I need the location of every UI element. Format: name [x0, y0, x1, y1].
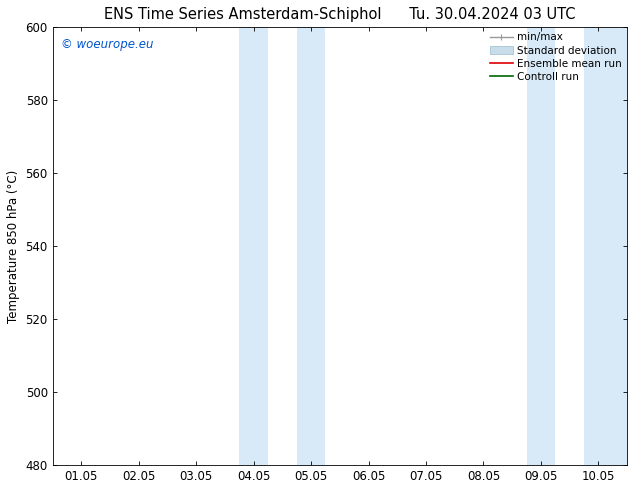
Bar	[584, 27, 627, 465]
Title: ENS Time Series Amsterdam-Schiphol      Tu. 30.04.2024 03 UTC: ENS Time Series Amsterdam-Schiphol Tu. 3…	[104, 7, 576, 22]
Bar	[526, 27, 555, 465]
Y-axis label: Temperature 850 hPa (°C): Temperature 850 hPa (°C)	[7, 170, 20, 323]
Text: © woeurope.eu: © woeurope.eu	[61, 38, 153, 51]
Bar	[297, 27, 325, 465]
Legend: min/max, Standard deviation, Ensemble mean run, Controll run: min/max, Standard deviation, Ensemble me…	[487, 29, 625, 85]
Bar	[239, 27, 268, 465]
